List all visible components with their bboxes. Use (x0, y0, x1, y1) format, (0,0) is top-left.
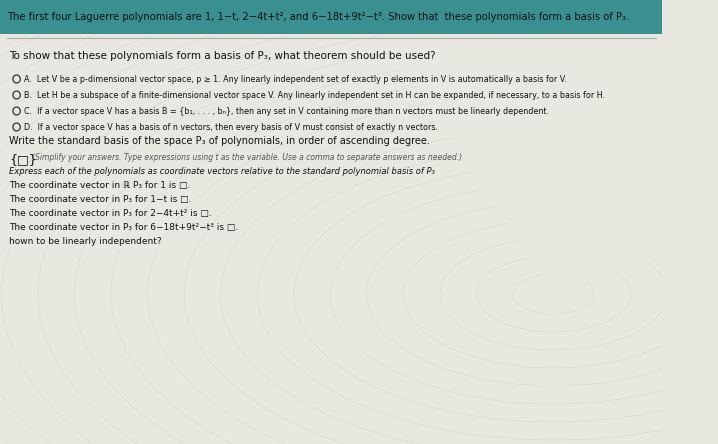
Text: (Simplify your answers. Type expressions using t as the variable. Use a comma to: (Simplify your answers. Type expressions… (32, 153, 462, 162)
FancyBboxPatch shape (0, 0, 663, 34)
Text: A.  Let V be a p-dimensional vector space, p ≥ 1. Any linearly independent set o: A. Let V be a p-dimensional vector space… (24, 75, 567, 83)
Text: D.  If a vector space V has a basis of n vectors, then every basis of V must con: D. If a vector space V has a basis of n … (24, 123, 438, 131)
Text: Write the standard basis of the space P₃ of polynomials, in order of ascending d: Write the standard basis of the space P₃… (9, 136, 430, 146)
FancyBboxPatch shape (0, 0, 663, 34)
Text: hown to be linearly independent?: hown to be linearly independent? (9, 237, 162, 246)
Text: C.  If a vector space V has a basis B = {b₁, . . . , bₙ}, then any set in V cont: C. If a vector space V has a basis B = {… (24, 107, 549, 115)
Text: The coordinate vector in P₃ for 1−t is □.: The coordinate vector in P₃ for 1−t is □… (9, 195, 192, 204)
Text: The coordinate vector in P₃ for 2−4t+t² is □.: The coordinate vector in P₃ for 2−4t+t² … (9, 209, 212, 218)
Text: To show that these polynomials form a basis of P₃, what theorem should be used?: To show that these polynomials form a ba… (9, 51, 436, 61)
Text: Express each of the polynomials as coordinate vectors relative to the standard p: Express each of the polynomials as coord… (9, 167, 435, 176)
Text: {□}: {□} (9, 153, 37, 166)
Text: The coordinate vector in ℝ P₃ for 1 is □.: The coordinate vector in ℝ P₃ for 1 is □… (9, 181, 190, 190)
Text: B.  Let H be a subspace of a finite-dimensional vector space V. Any linearly ind: B. Let H be a subspace of a finite-dimen… (24, 91, 605, 99)
Text: The first four Laguerre polynomials are 1, 1−t, 2−4t+t², and 6−18t+9t²−t³. Show : The first four Laguerre polynomials are … (7, 12, 630, 22)
Text: The coordinate vector in P₃ for 6−18t+9t²−t³ is □.: The coordinate vector in P₃ for 6−18t+9t… (9, 223, 238, 232)
